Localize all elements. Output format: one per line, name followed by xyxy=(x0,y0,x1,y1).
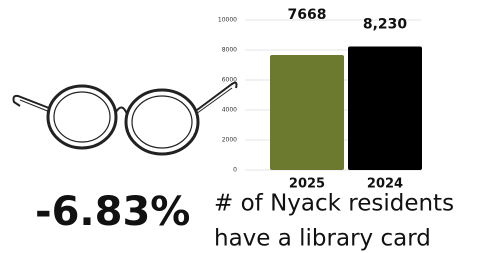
x-tick-label: 2024 xyxy=(367,177,403,192)
x-tick-label: 2025 xyxy=(289,177,325,192)
y-tick-label: 4000 xyxy=(222,107,237,114)
headline-stat: -6.83% xyxy=(35,189,190,235)
y-tick-label: 10000 xyxy=(218,17,237,24)
bar xyxy=(270,55,344,170)
value-label: 8,230 xyxy=(363,17,408,33)
glasses-illustration xyxy=(14,83,237,154)
bar xyxy=(348,47,422,170)
value-label: 7668 xyxy=(288,7,327,23)
y-tick-label: 6000 xyxy=(222,77,237,84)
caption-line: # of Nyack residents xyxy=(214,191,454,217)
infographic: -6.83% # of Nyack residents have a libra… xyxy=(0,0,487,253)
y-tick-label: 8000 xyxy=(222,47,237,54)
y-tick-label: 0 xyxy=(233,167,237,174)
y-tick-label: 2000 xyxy=(222,137,237,144)
caption-line: have a library card xyxy=(214,226,431,252)
